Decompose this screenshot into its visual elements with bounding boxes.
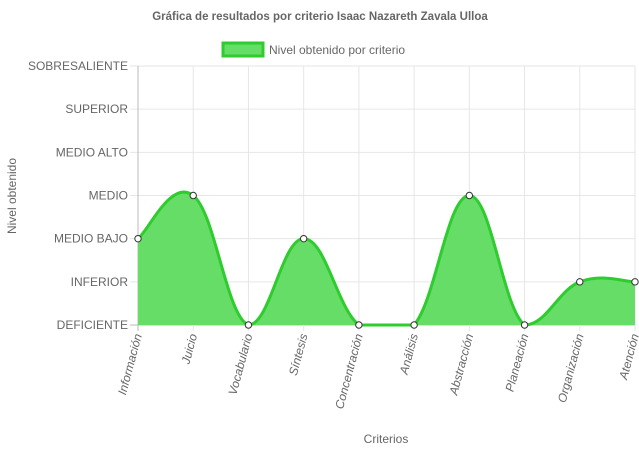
y-tick-label: MEDIO BAJO bbox=[54, 232, 128, 246]
data-point[interactable] bbox=[299, 234, 308, 243]
x-axis-ticks: Información Juicio Vocabulario Síntesis Conc… bbox=[115, 332, 639, 411]
data-point[interactable] bbox=[631, 278, 639, 286]
x-axis-label: Criterios bbox=[364, 432, 409, 446]
x-tick-label: Juicio bbox=[178, 332, 200, 367]
x-tick-label: Atención bbox=[616, 332, 639, 382]
area-fill bbox=[138, 192, 635, 325]
data-point[interactable] bbox=[134, 234, 142, 243]
y-tick-label: SUPERIOR bbox=[65, 102, 128, 116]
x-tick-label: Planeación bbox=[503, 332, 532, 393]
legend[interactable]: Nivel obtenido por criterio bbox=[221, 41, 405, 58]
y-axis-ticks: DEFICIENTE INFERIOR MEDIO BAJO MEDIO MEDIO A… bbox=[28, 59, 128, 332]
data-point[interactable] bbox=[520, 321, 529, 329]
data-point[interactable] bbox=[244, 321, 253, 329]
x-tick-label: Concentración bbox=[332, 332, 366, 411]
series-line bbox=[136, 190, 636, 327]
data-point[interactable] bbox=[410, 321, 418, 329]
y-axis-label: Nivel obtenido bbox=[5, 158, 19, 234]
y-tick-label: INFERIOR bbox=[71, 275, 129, 289]
y-tick-label: MEDIO bbox=[89, 189, 128, 203]
data-point[interactable] bbox=[355, 321, 363, 329]
x-tick-label: Vocabulario bbox=[226, 332, 256, 397]
x-tick-label: Información bbox=[115, 332, 145, 396]
x-tick-label: Abstracción bbox=[446, 332, 476, 397]
y-tick-label: DEFICIENTE bbox=[57, 318, 128, 332]
data-point[interactable] bbox=[465, 191, 474, 200]
x-tick-label: Análisis bbox=[397, 332, 421, 377]
y-tick-label: MEDIO ALTO bbox=[56, 145, 128, 159]
x-tick-label: Síntesis bbox=[286, 332, 311, 377]
y-tick-label: SOBRESALIENTE bbox=[28, 59, 128, 73]
x-tick-label: Organización bbox=[555, 332, 587, 404]
legend-label: Nivel obtenido por criterio bbox=[269, 43, 405, 57]
data-points bbox=[134, 191, 639, 329]
chart-title: Gráfica de resultados por criterio Isaac… bbox=[152, 11, 488, 23]
data-point[interactable] bbox=[576, 278, 584, 286]
series-area bbox=[136, 190, 636, 327]
legend-swatch bbox=[221, 41, 265, 58]
data-point[interactable] bbox=[189, 191, 197, 200]
